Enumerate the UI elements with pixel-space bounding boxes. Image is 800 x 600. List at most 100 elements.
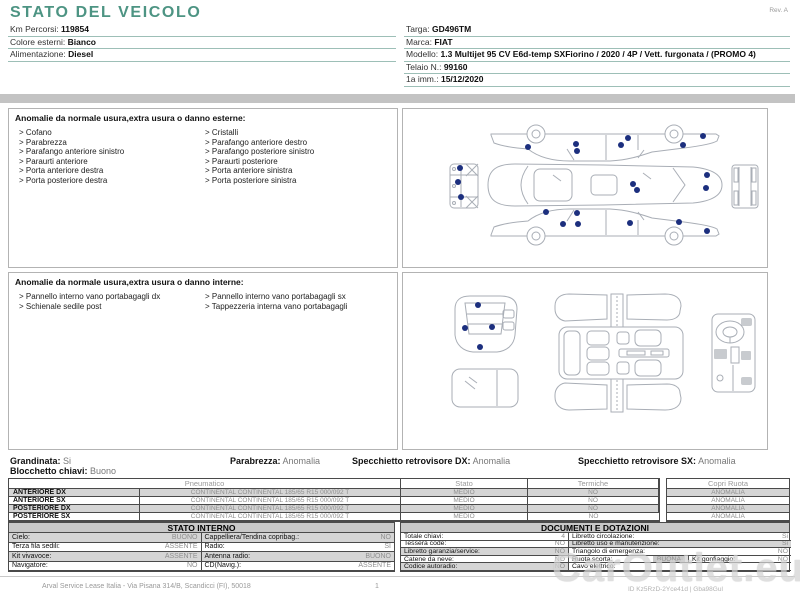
anomaly-item: Paraurti posteriore [205,157,391,167]
tire-position: POSTERIORE SX [9,513,140,521]
plate-field: Targa: GD496TM [404,24,790,37]
table-row: Codice autoradio: NO Cavo elettrico: [401,563,791,571]
anomaly-item: Schienale sedile post [19,302,205,312]
tire-col-header: Stato [401,479,528,489]
tire-spec: CONTINENTAL CONTINENTAL 185/65 R15 000/0… [140,513,401,521]
front-view [449,163,479,209]
tire-spec: CONTINENTAL CONTINENTAL 185/65 R15 000/0… [140,497,401,505]
car-interior-diagram [451,293,756,413]
documenti-dotazioni-table: DOCUMENTI E DOTAZIONI Totale chiavi: 4 Li… [400,522,791,572]
anomaly-item: Pannello interno vano portabagagli dx [19,292,205,302]
footer-company: Arval Service Lease Italia - Via Pisana … [42,583,251,590]
rear-view [731,164,759,209]
footer-divider [0,576,795,577]
page-title: STATO DEL VEICOLO [10,4,202,21]
table-row: Kit vivavoce: ASSENTE Antenna radio: BUONO [9,552,394,562]
vehicle-summary-left: Km Percorsi: 119854 Colore esterni: Bian… [8,24,396,62]
tire-stato: MEDIO [401,489,528,497]
table-row: Cielo: BUONO Cappelliera/Tendina copribag… [9,533,394,543]
vehicle-summary-right: Targa: GD496TM Marca: FIAT Modello: 1.3 … [404,24,790,87]
brand-field: Marca: FIAT [404,37,790,49]
internal-anomalies-col1: Pannello interno vano portabagagli dx Sc… [19,292,205,311]
car-exterior-diagram [449,124,759,246]
anomaly-item: Pannello interno vano portabagagli sx [205,292,391,302]
model-field: Modello: 1.3 Multijet 95 CV E6d-temp SXF… [404,49,790,62]
revision-label: Rev. A [769,7,788,14]
tire-position: ANTERIORE DX [9,489,140,497]
external-anomalies-box: Anomalie da normale usura,extra usura o … [8,108,398,268]
table-row: Tessera code: NO Libretto uso e manutenzi… [401,540,791,549]
table-row: Terza fila sedili: ASSENTE Radio: SI [9,542,394,552]
table-row: Totale chiavi: 4 Libretto circolazione: Si [401,533,791,541]
tire-stato: MEDIO [401,513,528,521]
wheel-cover-table: Copri Ruota ANOMALIA ANOMALIA ANOMALIA A… [666,478,790,522]
internal-anomalies-col2: Pannello interno vano portabagagli sx Ta… [205,292,391,311]
wheel-cover-header: Copri Ruota [667,479,789,489]
stato-interno-header: STATO INTERNO [9,523,394,533]
internal-anomalies-title: Anomalie da normale usura,extra usura o … [15,277,244,287]
wheel-cover-status: ANOMALIA [667,497,789,505]
external-anomalies-title: Anomalie da normale usura,extra usura o … [15,113,246,123]
chassis-field: Telaio N.: 99160 [404,62,790,74]
anomaly-item: Cristalli [205,128,391,138]
tire-table: Pneumatico Stato Termiche ANTERIORE DX C… [8,478,660,522]
anomaly-item: Porta posteriore sinistra [205,176,391,186]
wheel-cover-status: ANOMALIA [667,513,789,521]
anomaly-item: Paraurti anteriore [19,157,205,167]
car-exterior-diagram-box [402,108,768,268]
anomaly-item: Parafango anteriore sinistro [19,147,205,157]
anomaly-item: Porta anteriore sinistra [205,166,391,176]
external-anomalies-col1: Cofano Parabrezza Parafango anteriore si… [19,128,205,185]
documenti-header: DOCUMENTI E DOTAZIONI [401,523,789,533]
plan-view [487,163,723,207]
internal-anomalies-box: Anomalie da normale usura,extra usura o … [8,272,398,450]
tire-spec: CONTINENTAL CONTINENTAL 185/65 R15 000/0… [140,505,401,513]
tire-col-header: Termiche [528,479,659,489]
blocchetto-chiavi-field: Blocchetto chiavi: Buono [10,466,117,476]
wheel-cover-status: ANOMALIA [667,505,789,513]
km-field: Km Percorsi: 119854 [8,24,396,37]
damage-dots-interior [462,302,495,350]
roof-view [451,368,519,408]
tire-termiche: NO [528,497,659,505]
tire-termiche: NO [528,489,659,497]
grandinata-field: Grandinata: Si [10,456,72,466]
separator-band [0,94,795,103]
tire-stato: MEDIO [401,505,528,513]
first-registration-field: 1a imm.: 15/12/2020 [404,74,790,87]
anomaly-item: Parabrezza [19,138,205,148]
anomaly-item: Cofano [19,128,205,138]
tire-position: ANTERIORE SX [9,497,140,505]
wheel-cover-status: ANOMALIA [667,489,789,497]
dashboard-view [711,313,756,393]
side-view-left [490,208,720,246]
damage-dots-exterior [455,133,710,234]
table-row: Catene da neve: NO Ruota scorta: BUONA Kit… [401,555,791,564]
tire-termiche: NO [528,505,659,513]
tire-spec: CONTINENTAL CONTINENTAL 185/65 R15 000/0… [140,489,401,497]
specchietto-sx-field: Specchietto retrovisore SX: Anomalia [578,456,736,466]
tire-termiche: NO [528,513,659,521]
table-row: Libretto garanzia/service: NO Triangolo d… [401,548,791,556]
trunk-view [454,295,518,353]
tire-position: POSTERIORE DX [9,505,140,513]
watermark-id: ID Kz5RzD-2Yce41d | Gba98Gul [628,586,723,593]
anomaly-item: Parafango anteriore destro [205,138,391,148]
tire-col-header: Pneumatico [9,479,401,489]
page-number: 1 [375,583,379,590]
anomaly-item: Tappezzeria interna vano portabagagli [205,302,391,312]
tire-stato: MEDIO [401,497,528,505]
table-row: Navigatore: NO CD(Navig.): ASSENTE [9,561,394,571]
car-interior-diagram-box [402,272,768,450]
fuel-field: Alimentazione: Diesel [8,49,396,62]
specchietto-dx-field: Specchietto retrovisore DX: Anomalia [352,456,511,466]
cabin-plan-view [554,293,684,413]
color-field: Colore esterni: Bianco [8,37,396,49]
anomaly-item: Porta anteriore destra [19,166,205,176]
anomaly-item: Parafango posteriore sinistro [205,147,391,157]
parabrezza-field: Parabrezza: Anomalia [230,456,321,466]
external-anomalies-col2: Cristalli Parafango anteriore destro Par… [205,128,391,185]
anomaly-item: Porta posteriore destra [19,176,205,186]
stato-interno-table: STATO INTERNO Cielo: BUONO Cappelliera/Te… [8,522,395,572]
